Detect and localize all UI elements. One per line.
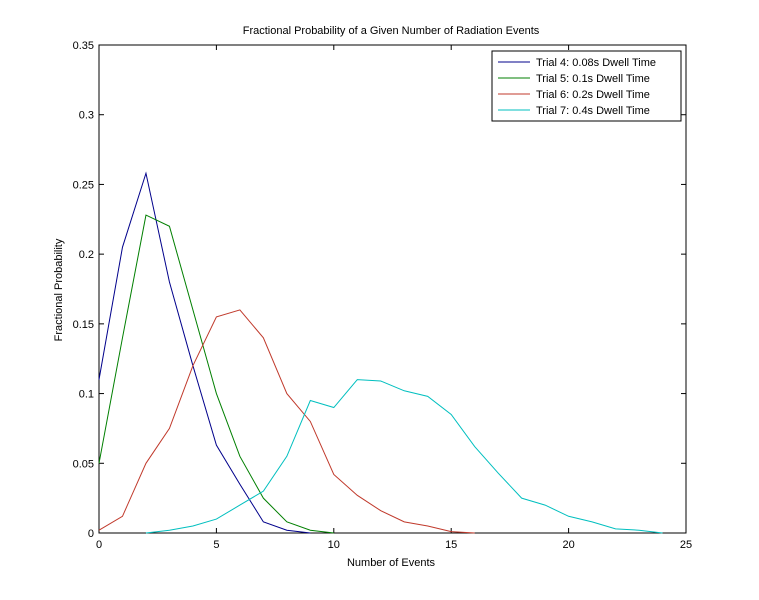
legend-label-3: Trial 6: 0.2s Dwell Time bbox=[536, 89, 650, 101]
legend-label-2: Trial 5: 0.1s Dwell Time bbox=[536, 73, 650, 85]
y-tick-label: 0.15 bbox=[73, 319, 94, 331]
series-line-1 bbox=[98, 171, 311, 534]
series-line-4 bbox=[145, 379, 663, 534]
legend-label-4: Trial 7: 0.4s Dwell Time bbox=[536, 105, 650, 117]
x-tick-label: 0 bbox=[96, 539, 102, 551]
y-tick-label: 0 bbox=[88, 528, 94, 540]
y-tick-label: 0.25 bbox=[73, 179, 94, 191]
legend-label-1: Trial 4: 0.08s Dwell Time bbox=[536, 57, 656, 69]
y-tick-label: 0.3 bbox=[79, 110, 94, 122]
x-tick-label: 5 bbox=[213, 539, 219, 551]
x-tick-label: 15 bbox=[445, 539, 457, 551]
plot-area: 0 5 10 15 20 25 0 0.05 0.1 0.15 0.2 0.25 0.3 0.35 bbox=[73, 40, 693, 551]
series-line-2 bbox=[98, 214, 334, 534]
legend-box bbox=[491, 50, 682, 122]
series-line-3 bbox=[98, 309, 475, 534]
x-axis-label: Number of Events bbox=[347, 557, 436, 569]
y-tick-label: 0.2 bbox=[79, 249, 94, 261]
x-tick-label: 20 bbox=[562, 539, 574, 551]
y-tick-label: 0.35 bbox=[73, 40, 94, 52]
x-tick-label: 25 bbox=[680, 539, 692, 551]
chart-title: Fractional Probability of a Given Number… bbox=[243, 25, 540, 37]
x-tick-label: 10 bbox=[328, 539, 340, 551]
chart-legend: Trial 4: 0.08s Dwell Time Trial 5: 0.1s D… bbox=[491, 50, 682, 122]
axes-frame bbox=[98, 44, 687, 534]
y-axis-label: Fractional Probability bbox=[53, 238, 65, 341]
y-tick-label: 0.1 bbox=[79, 389, 94, 401]
y-tick-label: 0.05 bbox=[73, 458, 94, 470]
